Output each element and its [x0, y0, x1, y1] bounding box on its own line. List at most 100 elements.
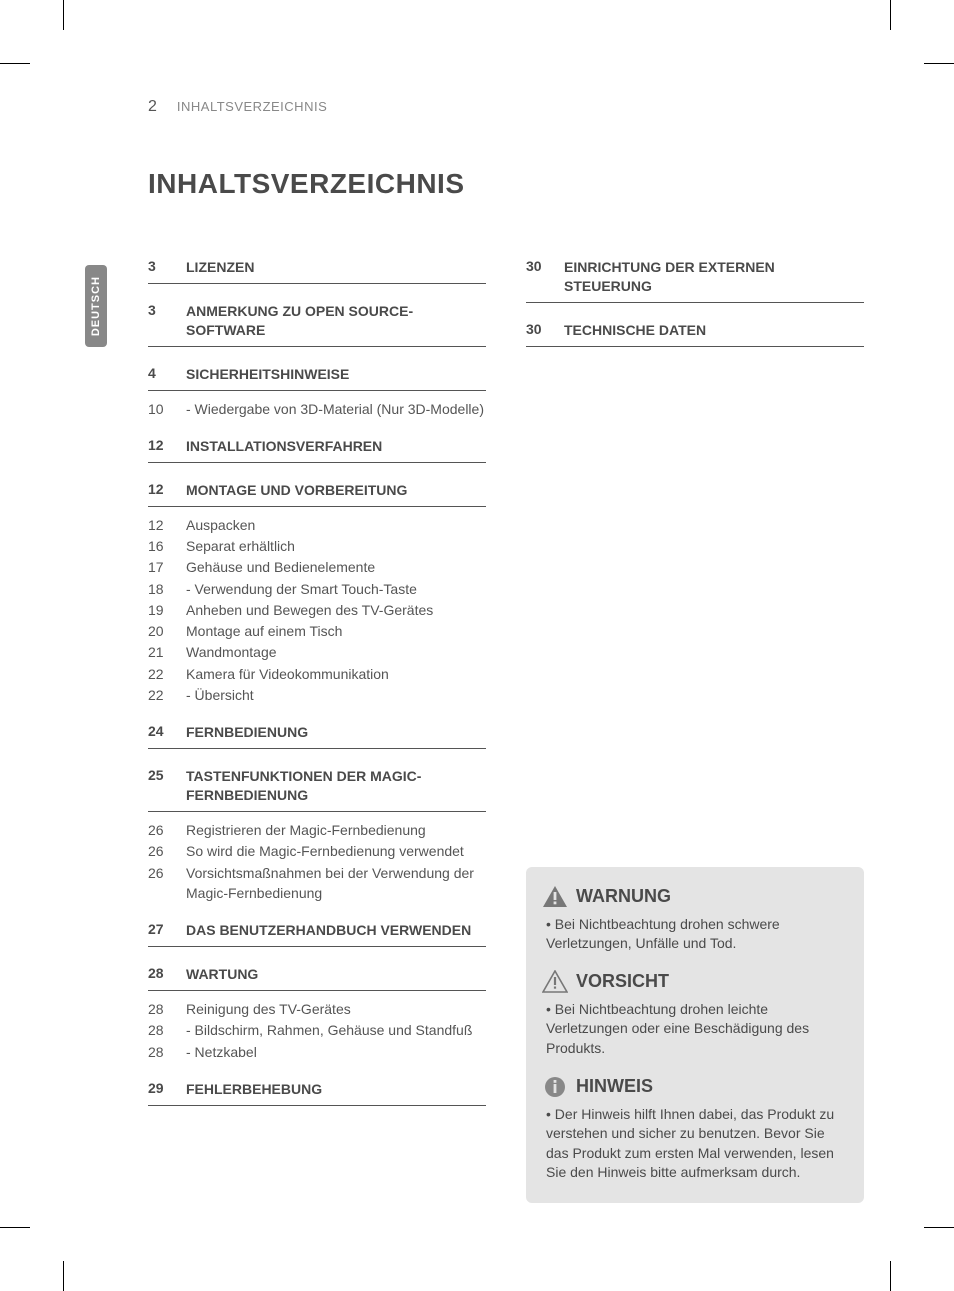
toc-item-page: 28	[148, 1042, 186, 1062]
toc-heading-title: MONTAGE UND VORBEREITUNG	[186, 481, 407, 500]
toc-item: 19Anheben und Bewegen des TV-Gerätes	[148, 600, 486, 620]
toc-item-page: 26	[148, 841, 186, 861]
toc-item-page: 12	[148, 515, 186, 535]
caution-text: Bei Nichtbeachtung drohen leichte Verlet…	[542, 1000, 848, 1059]
notice-box: WARNUNG Bei Nichtbeachtung drohen schwer…	[526, 867, 864, 1203]
toc-item-title: - Bildschirm, Rahmen, Gehäuse und Standf…	[186, 1020, 472, 1040]
toc-item: 10 - Wiedergabe von 3D-Material (Nur 3D-…	[148, 399, 486, 419]
toc-item: 12Auspacken	[148, 515, 486, 535]
toc-heading: 30EINRICHTUNG DER EXTERNEN STEUERUNG	[526, 258, 864, 303]
toc-heading-page: 28	[148, 965, 186, 984]
toc-section: 30EINRICHTUNG DER EXTERNEN STEUERUNG	[526, 258, 864, 303]
toc-heading-page: 25	[148, 767, 186, 805]
note-text: Der Hinweis hilft Ihnen dabei, das Produ…	[542, 1105, 848, 1183]
toc-right-column: 30EINRICHTUNG DER EXTERNEN STEUERUNG30TE…	[526, 258, 864, 1203]
toc-heading-title: TECHNISCHE DATEN	[564, 321, 706, 340]
toc-left-column: 3LIZENZEN3ANMERKUNG ZU OPEN SOURCE-SOFTW…	[148, 258, 486, 1203]
toc-item-title: Separat erhältlich	[186, 536, 295, 556]
toc-item-page: 10	[148, 399, 186, 419]
toc-heading: 25TASTENFUNKTIONEN DER MAGIC-FERNBEDIENU…	[148, 767, 486, 812]
toc-section: 30TECHNISCHE DATEN	[526, 321, 864, 347]
toc-item-page: 28	[148, 999, 186, 1019]
toc-heading: 28WARTUNG	[148, 965, 486, 991]
toc-heading-title: INSTALLATIONSVERFAHREN	[186, 437, 382, 456]
toc-item-page: 16	[148, 536, 186, 556]
toc-section: 27DAS BENUTZERHANDBUCH VERWENDEN	[148, 921, 486, 947]
note-icon	[542, 1075, 568, 1099]
toc-item-page: 28	[148, 1020, 186, 1040]
toc-heading-page: 30	[526, 258, 564, 296]
toc-section: 12INSTALLATIONSVERFAHREN	[148, 437, 486, 463]
toc-item-title: Anheben und Bewegen des TV-Gerätes	[186, 600, 433, 620]
page-title: INHALTSVERZEICHNIS	[148, 168, 465, 200]
toc-item: 26Registrieren der Magic-Fernbedienung	[148, 820, 486, 840]
warning-title: WARNUNG	[576, 886, 671, 907]
toc-item-title: So wird die Magic-Fernbedienung verwende…	[186, 841, 464, 861]
caution-block: VORSICHT Bei Nichtbeachtung drohen leich…	[542, 970, 848, 1059]
crop-mark	[890, 0, 891, 30]
toc-heading-title: FERNBEDIENUNG	[186, 723, 308, 742]
toc-item-title: Registrieren der Magic-Fernbedienung	[186, 820, 426, 840]
toc-item-title: Gehäuse und Bedienelemente	[186, 557, 375, 577]
toc-heading: 12MONTAGE UND VORBEREITUNG	[148, 481, 486, 507]
language-tab: DEUTSCH	[85, 265, 107, 347]
toc-heading-title: ANMERKUNG ZU OPEN SOURCE-SOFTWARE	[186, 302, 486, 340]
page-number: 2	[148, 98, 157, 116]
crop-mark	[63, 1261, 64, 1291]
note-block: HINWEIS Der Hinweis hilft Ihnen dabei, d…	[542, 1075, 848, 1183]
toc-heading-page: 3	[148, 302, 186, 340]
toc-item: 21Wandmontage	[148, 642, 486, 662]
warning-text: Bei Nichtbeachtung drohen schwere Verlet…	[542, 915, 848, 954]
toc-item-title: Wandmontage	[186, 642, 277, 662]
toc-item: 22 - Übersicht	[148, 685, 486, 705]
toc-item: 28Reinigung des TV-Gerätes	[148, 999, 486, 1019]
toc-section: 25TASTENFUNKTIONEN DER MAGIC-FERNBEDIENU…	[148, 767, 486, 903]
toc-section: 28WARTUNG28Reinigung des TV-Gerätes28 - …	[148, 965, 486, 1062]
toc-item-page: 20	[148, 621, 186, 641]
toc-item-page: 17	[148, 557, 186, 577]
crop-mark	[924, 1227, 954, 1228]
toc-heading-title: LIZENZEN	[186, 258, 254, 277]
toc-heading-page: 3	[148, 258, 186, 277]
toc-item-title: Montage auf einem Tisch	[186, 621, 342, 641]
toc-item-title: Kamera für Videokommunikation	[186, 664, 389, 684]
toc-heading-page: 29	[148, 1080, 186, 1099]
toc-section: 12MONTAGE UND VORBEREITUNG12Auspacken16S…	[148, 481, 486, 706]
toc-heading-page: 4	[148, 365, 186, 384]
toc-item: 17Gehäuse und Bedienelemente	[148, 557, 486, 577]
toc-heading-title: TASTENFUNKTIONEN DER MAGIC-FERNBEDIENUNG	[186, 767, 486, 805]
toc-item-title: Reinigung des TV-Gerätes	[186, 999, 351, 1019]
crop-mark	[63, 0, 64, 30]
toc-heading-title: WARTUNG	[186, 965, 258, 984]
toc-columns: 3LIZENZEN3ANMERKUNG ZU OPEN SOURCE-SOFTW…	[148, 258, 864, 1203]
toc-heading-page: 30	[526, 321, 564, 340]
toc-heading-title: DAS BENUTZERHANDBUCH VERWENDEN	[186, 921, 471, 940]
toc-heading-title: FEHLERBEHEBUNG	[186, 1080, 322, 1099]
toc-heading: 12INSTALLATIONSVERFAHREN	[148, 437, 486, 463]
toc-item: 26So wird die Magic-Fernbedienung verwen…	[148, 841, 486, 861]
toc-heading: 4SICHERHEITSHINWEISE	[148, 365, 486, 391]
toc-item-page: 26	[148, 863, 186, 904]
note-title: HINWEIS	[576, 1076, 653, 1097]
toc-heading-page: 12	[148, 481, 186, 500]
toc-item-title: - Netzkabel	[186, 1042, 257, 1062]
toc-item: 26Vorsichtsmaßnahmen bei der Verwendung …	[148, 863, 486, 904]
toc-item-page: 22	[148, 664, 186, 684]
toc-heading: 27DAS BENUTZERHANDBUCH VERWENDEN	[148, 921, 486, 947]
toc-heading-page: 27	[148, 921, 186, 940]
toc-heading-page: 12	[148, 437, 186, 456]
toc-heading-title: SICHERHEITSHINWEISE	[186, 365, 349, 384]
toc-section: 24FERNBEDIENUNG	[148, 723, 486, 749]
warning-block: WARNUNG Bei Nichtbeachtung drohen schwer…	[542, 885, 848, 954]
toc-item-title: Auspacken	[186, 515, 255, 535]
toc-heading-page: 24	[148, 723, 186, 742]
crop-mark	[924, 63, 954, 64]
caution-title: VORSICHT	[576, 971, 669, 992]
toc-item-page: 19	[148, 600, 186, 620]
page-header: 2 INHALTSVERZEICHNIS	[148, 98, 327, 116]
caution-icon	[542, 970, 568, 994]
toc-section: 3LIZENZEN	[148, 258, 486, 284]
toc-heading: 24FERNBEDIENUNG	[148, 723, 486, 749]
toc-heading: 3LIZENZEN	[148, 258, 486, 284]
toc-item: 18 - Verwendung der Smart Touch-Taste	[148, 579, 486, 599]
